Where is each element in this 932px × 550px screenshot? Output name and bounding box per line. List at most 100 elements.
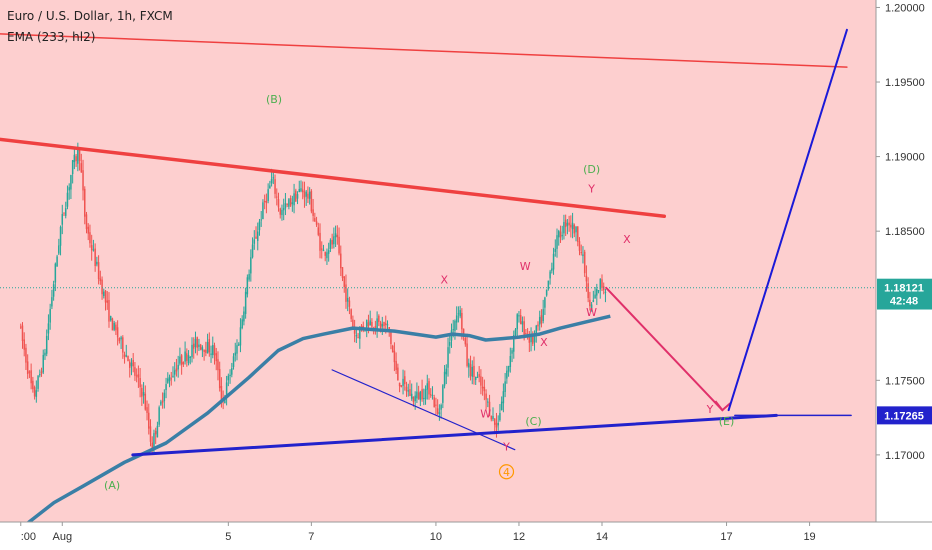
candle-body xyxy=(398,382,401,387)
candle-body xyxy=(523,321,525,336)
candle-body xyxy=(186,353,188,361)
candle-body xyxy=(577,226,579,242)
candle-body xyxy=(106,300,109,303)
candle-body xyxy=(39,373,41,376)
y-tick-label: 1.19000 xyxy=(885,152,925,164)
wave-label: X xyxy=(440,273,448,286)
candle-body xyxy=(66,192,69,207)
candle-body xyxy=(56,256,58,267)
candle-body xyxy=(561,235,563,237)
candle-body xyxy=(78,150,81,161)
x-tick-label: 14 xyxy=(596,531,608,543)
upper-trendline xyxy=(0,137,667,219)
time-axis-panel[interactable] xyxy=(0,522,876,550)
candle-body xyxy=(315,221,318,225)
candle-body xyxy=(557,230,560,238)
candle-body xyxy=(42,354,44,373)
candle-body xyxy=(149,426,152,442)
wave-label: (C) xyxy=(525,415,541,428)
candle-body xyxy=(461,312,463,330)
candle-body xyxy=(103,291,105,296)
candle-body xyxy=(322,249,325,252)
candle-body xyxy=(237,344,240,346)
candle-body xyxy=(59,226,62,246)
time-axis: :00 Aug 5 7 10 12 14 17 19 xyxy=(20,522,816,543)
candle-body xyxy=(253,239,256,244)
candle-body xyxy=(284,203,287,209)
candle-body xyxy=(250,257,252,274)
candle-body xyxy=(346,297,349,302)
candle-body xyxy=(101,279,103,295)
candle-body xyxy=(535,325,538,334)
candle-body xyxy=(521,321,524,325)
candle-body xyxy=(130,362,133,367)
candle-body xyxy=(500,401,503,411)
candle-body xyxy=(206,342,209,354)
plot-background xyxy=(0,0,876,522)
candle-body xyxy=(538,317,541,325)
candle-body xyxy=(348,300,351,307)
candle-body xyxy=(70,174,72,190)
candle-body xyxy=(96,261,98,265)
candle-body xyxy=(289,198,292,206)
candle-body xyxy=(243,311,245,322)
candle-body xyxy=(369,320,371,326)
candle-body xyxy=(502,391,505,404)
candle-body xyxy=(445,368,448,375)
candle-body xyxy=(353,328,356,334)
candle-body xyxy=(478,374,480,377)
candle-body xyxy=(334,233,337,238)
candle-body xyxy=(507,366,510,372)
candle-body xyxy=(77,150,79,164)
candle-body xyxy=(160,401,162,405)
candle-body xyxy=(123,354,126,357)
candle-body xyxy=(61,214,64,225)
x-tick-label: 7 xyxy=(308,531,314,543)
indicator-label[interactable]: EMA (233, hl2) xyxy=(7,30,95,44)
candle-body xyxy=(163,392,166,402)
candle-body xyxy=(82,170,84,191)
candle-body xyxy=(307,193,309,199)
candle-body xyxy=(525,333,527,335)
candle-body xyxy=(417,392,420,399)
candle-body xyxy=(300,188,302,192)
candle-body xyxy=(44,352,46,356)
long-red-line xyxy=(0,33,848,68)
candle-body xyxy=(485,393,487,400)
x-tick-label: 5 xyxy=(225,531,231,543)
candle-body xyxy=(597,290,600,292)
candle-body xyxy=(198,344,200,347)
candle-body xyxy=(113,322,115,330)
candle-body xyxy=(32,380,34,390)
candle-body xyxy=(137,374,140,378)
candle-body xyxy=(281,209,283,216)
candle-body xyxy=(333,236,335,245)
candle-body xyxy=(258,221,261,231)
candle-body xyxy=(277,199,280,208)
candle-body xyxy=(308,191,311,199)
candle-body xyxy=(571,222,574,230)
candle-body xyxy=(365,319,368,328)
candle-body xyxy=(26,361,29,375)
price-axis-panel[interactable] xyxy=(877,0,932,522)
candle-body xyxy=(447,347,449,368)
candle-body xyxy=(487,401,489,403)
candle-body xyxy=(303,191,306,198)
candle-body xyxy=(355,335,358,337)
candle-body xyxy=(566,222,569,226)
candle-body xyxy=(231,368,233,375)
candle-body xyxy=(592,300,595,302)
symbol-title[interactable]: Euro / U.S. Dollar, 1h, FXCM xyxy=(7,9,173,23)
candle-body xyxy=(75,156,77,162)
y-tick-label: 1.20000 xyxy=(885,2,925,14)
candle-body xyxy=(192,343,195,349)
candle-body xyxy=(435,404,437,406)
wave-label: W xyxy=(586,306,597,319)
candle-body xyxy=(173,370,176,375)
candle-body xyxy=(395,361,397,370)
candle-body xyxy=(468,362,470,368)
candle-body xyxy=(511,350,513,354)
candle-body xyxy=(604,291,607,293)
